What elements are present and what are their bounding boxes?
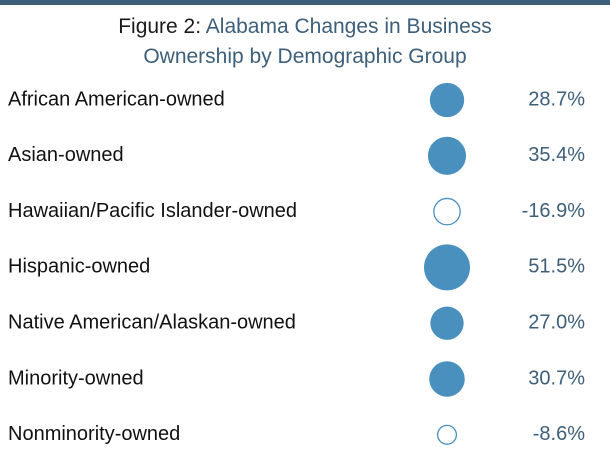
value-label: -16.9% <box>522 200 586 222</box>
value-label: 30.7% <box>528 367 585 389</box>
bubble-marker <box>427 136 467 175</box>
row-nonminority-owned: Nonminority-owned -8.6% <box>8 423 585 445</box>
title-line-1: Figure 2: Alabama Changes in Business <box>0 12 610 42</box>
value-label: 51.5% <box>528 256 585 278</box>
bubble-marker <box>424 244 470 291</box>
value-label: 27.0% <box>528 311 585 333</box>
row-minority-owned: Minority-owned 30.7% <box>8 361 585 397</box>
title-prefix: Figure 2: <box>118 15 202 38</box>
top-rule <box>0 0 610 5</box>
value-label: -8.6% <box>533 423 585 445</box>
bubble-marker <box>429 82 465 118</box>
row-asian-owned: Asian-owned 35.4% <box>8 136 585 175</box>
row-hawaiian-pacific-islander-owned: Hawaiian/Pacific Islander-owned -16.9% <box>8 197 586 226</box>
category-label: Native American/Alaskan-owned <box>8 311 296 333</box>
category-label: Asian-owned <box>8 144 124 166</box>
title-line-2: Ownership by Demographic Group <box>143 45 467 68</box>
value-label: 35.4% <box>528 144 585 166</box>
bubble-marker <box>436 424 458 445</box>
title-main: Alabama Changes in Business <box>205 15 492 38</box>
category-label: Minority-owned <box>8 367 144 389</box>
row-native-american-alaskan-owned: Native American/Alaskan-owned 27.0% <box>8 306 585 340</box>
category-label: Nonminority-owned <box>8 423 180 445</box>
bubble-marker <box>429 361 465 397</box>
category-label: Hawaiian/Pacific Islander-owned <box>8 200 297 222</box>
category-label: Hispanic-owned <box>8 256 150 278</box>
row-african-american-owned: African American-owned 28.7% <box>8 82 585 118</box>
bubble-marker <box>430 306 464 340</box>
value-label: 28.7% <box>528 88 585 110</box>
category-label: African American-owned <box>8 88 225 110</box>
bubble-marker <box>433 197 461 226</box>
row-hispanic-owned: Hispanic-owned 51.5% <box>8 244 585 291</box>
chart-title: Figure 2: Alabama Changes in Business Ow… <box>0 12 610 72</box>
